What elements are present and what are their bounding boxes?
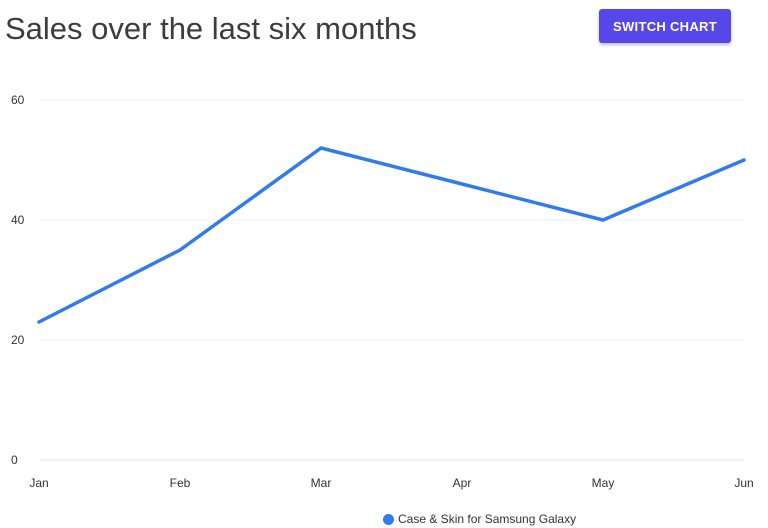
x-tick-label: Jan	[29, 476, 48, 490]
x-tick-label: Feb	[170, 476, 191, 490]
series-line	[37, 146, 746, 324]
legend: Case & Skin for Samsung Galaxy	[383, 512, 576, 526]
x-tick-label: Apr	[453, 476, 472, 490]
y-tick-label: 20	[11, 333, 25, 347]
x-tick-label: May	[592, 476, 615, 490]
y-tick-label: 0	[11, 453, 18, 467]
y-tick-label: 60	[11, 93, 25, 107]
legend-label: Case & Skin for Samsung Galaxy	[398, 512, 577, 526]
chart-title: Sales over the last six months	[5, 11, 417, 46]
y-tick-label: 40	[11, 213, 25, 227]
switch-chart-button[interactable]: SWITCH CHART	[599, 9, 731, 43]
x-tick-label: Mar	[311, 476, 332, 490]
x-tick-label: Jun	[734, 476, 753, 490]
legend-marker	[383, 513, 394, 525]
